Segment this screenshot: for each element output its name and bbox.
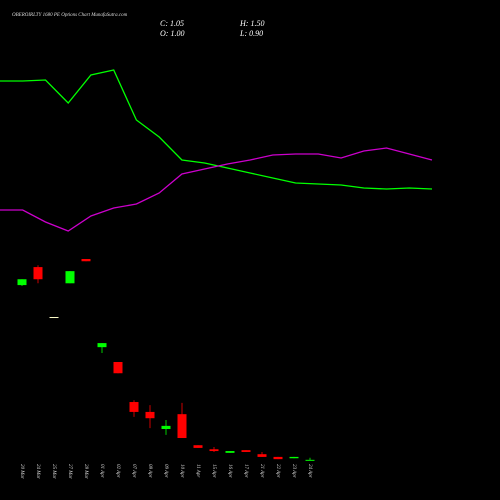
x-tick-label: 11 Apr xyxy=(195,464,200,477)
open-label: O: 1.00 xyxy=(160,29,184,38)
candle-body xyxy=(177,414,187,439)
candle-body xyxy=(193,445,203,448)
candle-body xyxy=(97,343,107,348)
indicator-line xyxy=(0,147,433,232)
low-label: L: 0.90 xyxy=(239,29,263,38)
x-tick-label: 24 Apr xyxy=(307,464,312,478)
x-tick-label: 25 Mar xyxy=(51,464,56,479)
high-label: H: 1.50 xyxy=(239,19,264,28)
x-tick-label: 01 Apr xyxy=(99,464,104,478)
candle-body xyxy=(161,425,171,430)
x-tick-label: 15 Apr xyxy=(211,464,216,478)
x-tick-label: 28 Mar xyxy=(83,464,88,479)
x-tick-label: 21 Apr xyxy=(259,464,264,478)
x-tick-label: 17 Apr xyxy=(243,464,248,478)
close-label: C: 1.05 xyxy=(160,19,184,28)
candle-body xyxy=(305,459,315,461)
candle-body xyxy=(17,279,27,286)
candle-body xyxy=(225,451,235,453)
x-tick-label: 20 Mar xyxy=(19,464,24,479)
candle-body xyxy=(113,361,123,374)
candle-body xyxy=(209,449,219,452)
x-tick-label: 08 Apr xyxy=(147,464,152,478)
x-tick-label: 10 Apr xyxy=(179,464,184,478)
candle-body xyxy=(273,456,283,460)
x-tick-label: 23 Apr xyxy=(291,464,296,478)
candle-body xyxy=(65,271,75,284)
x-tick-label: 27 Mar xyxy=(67,464,72,479)
candle-body xyxy=(145,411,155,419)
indicator-line xyxy=(0,69,433,190)
candle-body xyxy=(33,267,43,280)
chart-title: OBEROIRLTY 1680 PE Options Chart MunafaS… xyxy=(12,13,128,18)
candle-body xyxy=(49,317,59,319)
x-tick-label: 09 Apr xyxy=(163,464,168,478)
x-tick-label: 07 Apr xyxy=(131,464,136,478)
candle-body xyxy=(289,456,299,459)
x-tick-label: 16 Apr xyxy=(227,464,232,478)
x-tick-label: 24 Mar xyxy=(35,464,40,479)
candle-body xyxy=(129,402,139,412)
candle-body xyxy=(241,450,251,452)
candle-body xyxy=(257,454,267,457)
candle-body xyxy=(81,259,91,262)
x-tick-label: 02 Apr xyxy=(115,464,120,478)
x-tick-label: 22 Apr xyxy=(275,464,280,478)
